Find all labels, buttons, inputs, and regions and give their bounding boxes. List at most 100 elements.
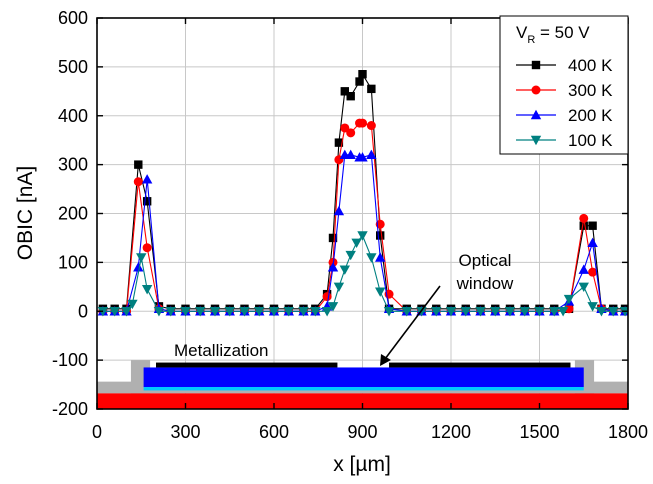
data-point [587,302,598,312]
y-tick-label: -200 [52,399,88,419]
data-point [608,307,619,317]
x-axis-label: x [µm] [333,453,391,476]
data-point [195,307,206,317]
data-point [340,87,349,96]
data-point [109,307,120,317]
metallization-label: Metallization [174,341,269,360]
data-point [431,307,442,317]
metallization-left [156,362,338,368]
y-tick-label: 200 [58,204,88,224]
y-tick-label: 300 [58,155,88,175]
data-point [283,307,294,317]
data-point [339,265,350,275]
data-point [588,267,598,277]
y-tick-label: 100 [58,252,88,272]
legend: VR = 50 V 400 K 300 K 200 K 100 K [499,15,629,155]
y-tick-label: 400 [58,106,88,126]
legend-entry: 400 K [516,56,613,75]
series-100k [97,231,628,317]
data-point [578,264,589,274]
y-tick-label: 0 [78,301,88,321]
data-point [358,118,367,128]
data-point [345,250,356,261]
data-point [327,302,339,312]
data-point [579,213,589,223]
x-tick-label: 300 [170,422,200,442]
data-point [351,238,362,249]
optical-window-arrow [380,285,441,366]
data-point [578,282,589,293]
x-tick-label: 1800 [608,422,648,442]
data-point [340,123,350,133]
data-point [376,231,385,240]
legend-label: 300 K [568,81,613,100]
series-line [102,234,625,312]
data-point [321,307,333,317]
data-point [596,307,607,317]
device-cross-section [97,360,628,409]
data-point [328,233,338,243]
data-point [564,304,574,314]
data-point [224,307,235,317]
data-point [239,307,250,317]
data-point [153,307,165,317]
data-point [375,287,386,297]
data-point [346,92,355,101]
optical-window-label: Optical window [456,251,514,293]
data-point [357,152,368,162]
legend-label: 200 K [568,106,613,125]
legend-marker [531,60,541,70]
data-point [549,307,560,317]
y-tick-label: 500 [58,57,88,77]
legend-entry: 100 K [516,131,613,150]
data-point [519,307,530,317]
data-point [333,282,345,293]
data-point [366,121,376,131]
data-point [588,221,597,230]
data-point [375,252,386,262]
legend-marker [530,109,542,120]
data-point [445,307,457,317]
data-point [346,128,356,138]
data-point [475,307,486,317]
data-point [209,307,221,317]
data-point [563,294,575,305]
data-point [358,70,367,79]
data-point [136,253,147,263]
data-point [383,307,395,317]
x-tick-label: 1500 [519,422,559,442]
x-tick-label: 1200 [431,422,471,442]
legend-label: 100 K [568,131,613,150]
legend-marker [531,85,541,95]
data-point [127,299,138,310]
legend-entries: 400 K 300 K 200 K 100 K [516,56,613,150]
legend-box [499,15,629,155]
data-point [121,307,132,317]
data-point [401,307,412,317]
legend-marker [530,135,542,146]
data-point [366,149,377,160]
series-layer [97,70,628,317]
data-point [460,307,471,317]
y-axis-label: OBIC [nA] [14,166,37,261]
data-point [142,197,152,206]
data-point [141,174,153,184]
data-point [141,285,153,295]
data-point [327,262,339,272]
data-point [504,307,516,317]
data-point [133,177,143,187]
x-tick-label: 900 [347,422,377,442]
data-point [298,307,309,317]
data-point [165,307,176,317]
y-tick-label: 600 [58,8,88,28]
data-point [579,221,588,230]
data-point [367,84,376,94]
axis-ticks: 0 300 600 900 1200 1500 1800 -200 -100 0 100 200 300… [52,8,648,442]
data-point [133,262,144,272]
legend-label: 400 K [568,56,613,75]
data-point [333,205,345,216]
y-tick-label: -100 [52,350,88,370]
data-point [310,307,321,317]
